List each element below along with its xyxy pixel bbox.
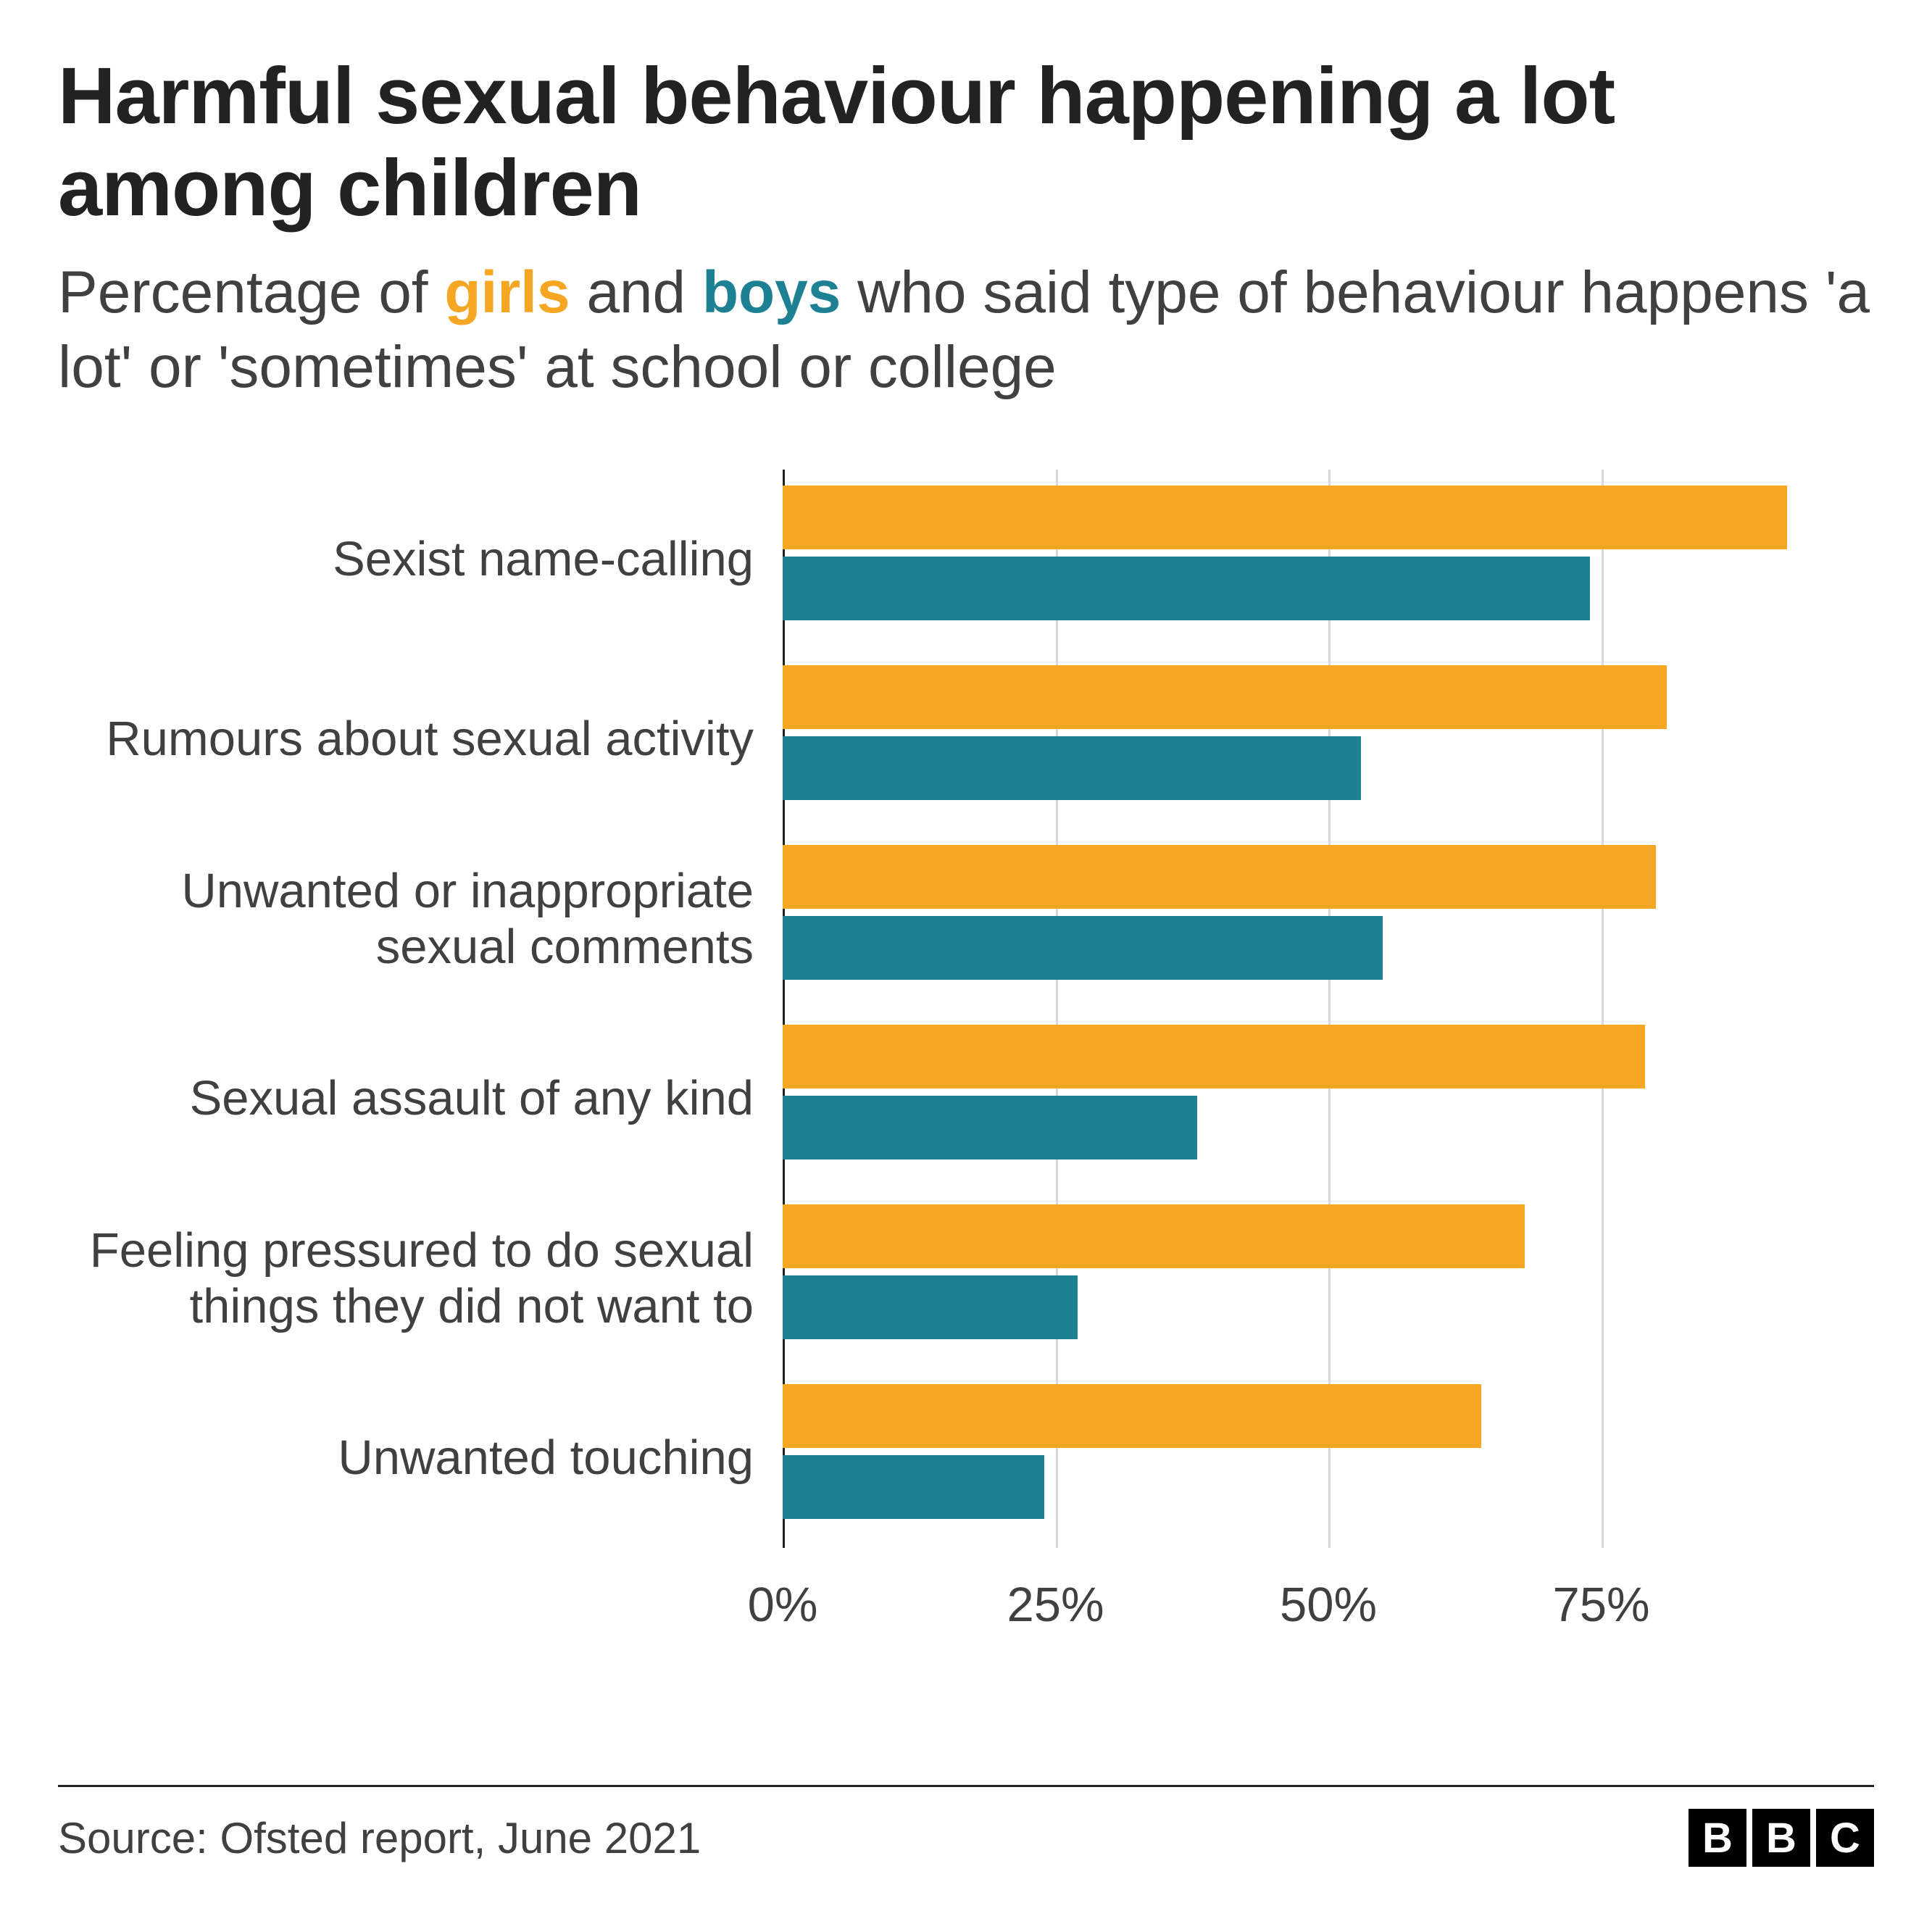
category-label: Unwanted or inappropriate sexual comment… xyxy=(58,863,754,975)
category-row: Feeling pressured to do sexual things th… xyxy=(58,1188,783,1368)
category-labels: Sexist name-calling Rumours about sexual … xyxy=(58,470,783,1548)
plot-area-wrap xyxy=(783,470,1874,1548)
x-tick-label: 50% xyxy=(1280,1577,1377,1633)
category-label: Feeling pressured to do sexual things th… xyxy=(58,1223,754,1334)
footer-divider xyxy=(58,1785,1874,1787)
bar-boys xyxy=(783,736,1361,800)
bar-row xyxy=(783,1188,1874,1368)
bar-row xyxy=(783,829,1874,1009)
bar-boys xyxy=(783,916,1383,980)
bbc-logo-letter: B xyxy=(1752,1809,1810,1867)
bar-girls xyxy=(783,665,1667,729)
bar-girls xyxy=(783,845,1656,909)
chart-subtitle: Percentage of girls and boys who said ty… xyxy=(58,256,1874,404)
category-label: Rumours about sexual activity xyxy=(106,711,754,767)
plot-area xyxy=(783,470,1874,1548)
bar-boys xyxy=(783,1275,1078,1339)
category-row: Unwanted or inappropriate sexual comment… xyxy=(58,829,783,1009)
category-row: Sexual assault of any kind xyxy=(58,1009,783,1188)
category-label: Sexist name-calling xyxy=(333,531,754,587)
bar-girls xyxy=(783,1204,1525,1268)
bar-girls xyxy=(783,1025,1645,1088)
x-tick-label: 25% xyxy=(1007,1577,1104,1633)
bar-boys xyxy=(783,557,1590,620)
category-row: Sexist name-calling xyxy=(58,470,783,649)
subtitle-mid: and xyxy=(570,259,702,325)
legend-boys: boys xyxy=(702,259,841,325)
category-row: Rumours about sexual activity xyxy=(58,649,783,829)
category-label: Unwanted touching xyxy=(338,1430,754,1486)
bar-row xyxy=(783,649,1874,829)
chart-title: Harmful sexual behaviour happening a lot… xyxy=(58,51,1874,234)
source-text: Source: Ofsted report, June 2021 xyxy=(58,1813,701,1863)
legend-girls: girls xyxy=(444,259,570,325)
bar-boys xyxy=(783,1096,1197,1159)
category-label: Sexual assault of any kind xyxy=(190,1070,754,1126)
bar-row xyxy=(783,470,1874,649)
subtitle-pre: Percentage of xyxy=(58,259,444,325)
bar-row xyxy=(783,1368,1874,1548)
chart-footer: Source: Ofsted report, June 2021 BBC xyxy=(58,1785,1874,1867)
x-tick-label: 0% xyxy=(748,1577,818,1633)
bbc-logo-letter: B xyxy=(1689,1809,1746,1867)
bar-row xyxy=(783,1009,1874,1188)
bar-girls xyxy=(783,1384,1481,1448)
chart: Sexist name-calling Rumours about sexual … xyxy=(58,470,1874,1548)
x-axis: 0%25%50%75% xyxy=(783,1577,1874,1664)
bar-boys xyxy=(783,1455,1044,1519)
bbc-logo-letter: C xyxy=(1816,1809,1874,1867)
bbc-logo: BBC xyxy=(1689,1809,1874,1867)
bar-girls xyxy=(783,486,1787,549)
x-tick-label: 75% xyxy=(1552,1577,1649,1633)
category-row: Unwanted touching xyxy=(58,1368,783,1548)
